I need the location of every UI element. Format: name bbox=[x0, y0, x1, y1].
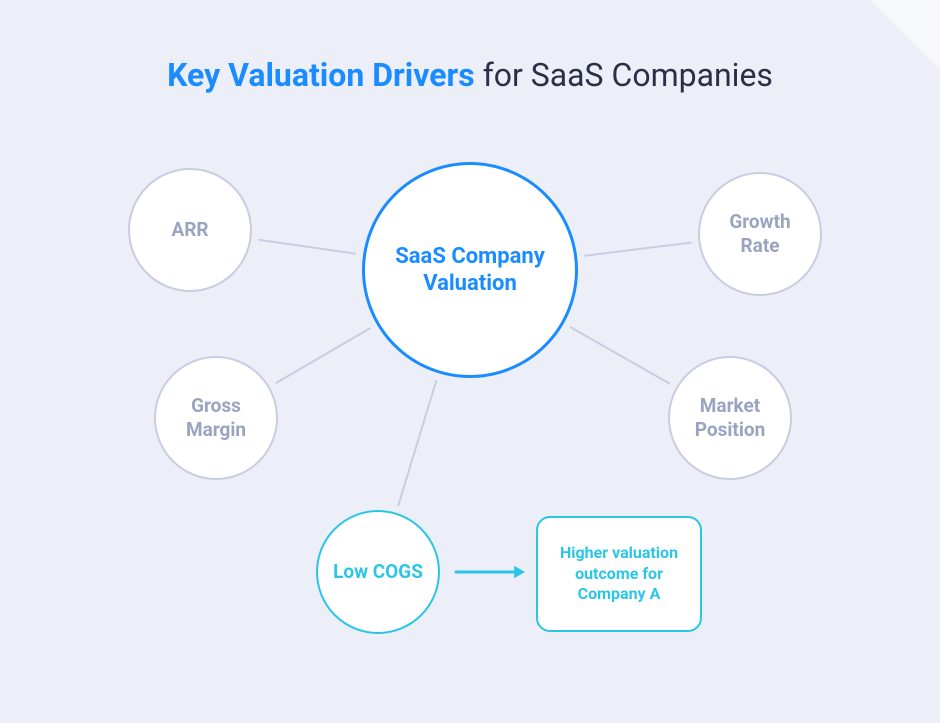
diagram-title: Key Valuation Drivers for SaaS Companies bbox=[0, 56, 940, 94]
node-market-label: Market Position bbox=[680, 394, 780, 442]
title-bold: Key Valuation Drivers bbox=[167, 56, 475, 94]
center-node: SaaS Company Valuation bbox=[362, 162, 578, 378]
title-rest: for SaaS Companies bbox=[475, 56, 773, 94]
node-cogs: Low COGS bbox=[316, 510, 440, 634]
node-growth-label: Growth Rate bbox=[710, 210, 810, 258]
node-gross-label: Gross Margin bbox=[166, 394, 266, 442]
node-cogs-label: Low COGS bbox=[333, 560, 423, 584]
node-arr: ARR bbox=[128, 168, 252, 292]
diagram-canvas: Key Valuation Drivers for SaaS Companies… bbox=[0, 0, 940, 723]
outcome-label: Higher valuation outcome for Company A bbox=[550, 543, 688, 605]
center-node-label: SaaS Company Valuation bbox=[383, 243, 557, 298]
node-gross: Gross Margin bbox=[154, 356, 278, 480]
outcome-box: Higher valuation outcome for Company A bbox=[536, 516, 702, 632]
node-market: Market Position bbox=[668, 356, 792, 480]
node-arr-label: ARR bbox=[171, 218, 208, 242]
node-growth: Growth Rate bbox=[698, 172, 822, 296]
